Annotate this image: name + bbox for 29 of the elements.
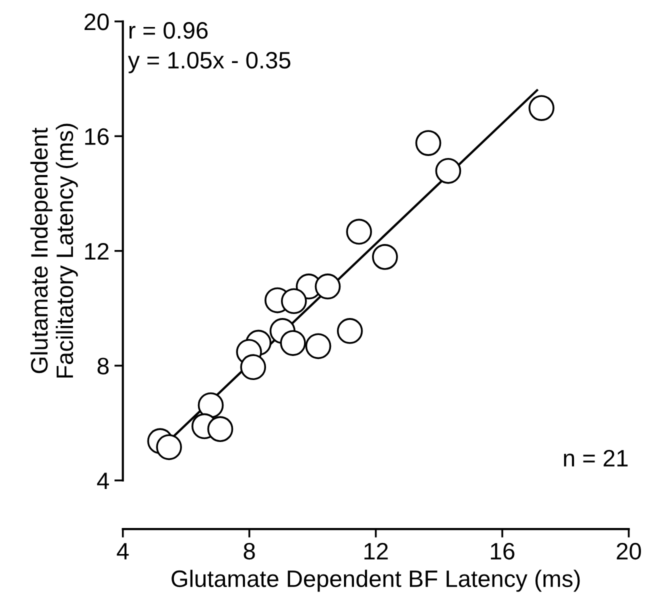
point [240,354,266,380]
y-axis-title: Glutamate Independent Facilitatory Latency (ms) [30,124,78,378]
x-tick-label: 20 [616,542,641,560]
point [346,218,372,245]
y-tick-label: 12 [85,242,108,260]
point [280,330,306,356]
point [336,318,363,344]
x-tick-label: 8 [244,542,255,560]
x-tick-label: 16 [490,542,514,560]
y-tick-label: 16 [85,128,109,145]
point [415,130,442,156]
y-tick-label: 20 [84,13,109,30]
point [198,392,224,418]
y-tick-label: 4 [97,472,109,489]
annotation: r = 0.96 [129,22,208,39]
x-tick-label: 4 [116,543,129,560]
point [156,434,182,460]
point [305,333,332,360]
point [280,288,307,314]
point [207,416,234,442]
x-axis-title: Glutamate Dependent BF Latency (ms) [172,570,580,592]
annotation: y = 1.05x - 0.35 [128,52,290,74]
point [435,158,462,184]
y-tick-label: 8 [98,358,109,374]
annotation: n = 21 [564,450,628,466]
x-tick-label: 12 [364,542,388,560]
point [528,95,554,121]
point [314,274,341,300]
point [372,244,398,270]
